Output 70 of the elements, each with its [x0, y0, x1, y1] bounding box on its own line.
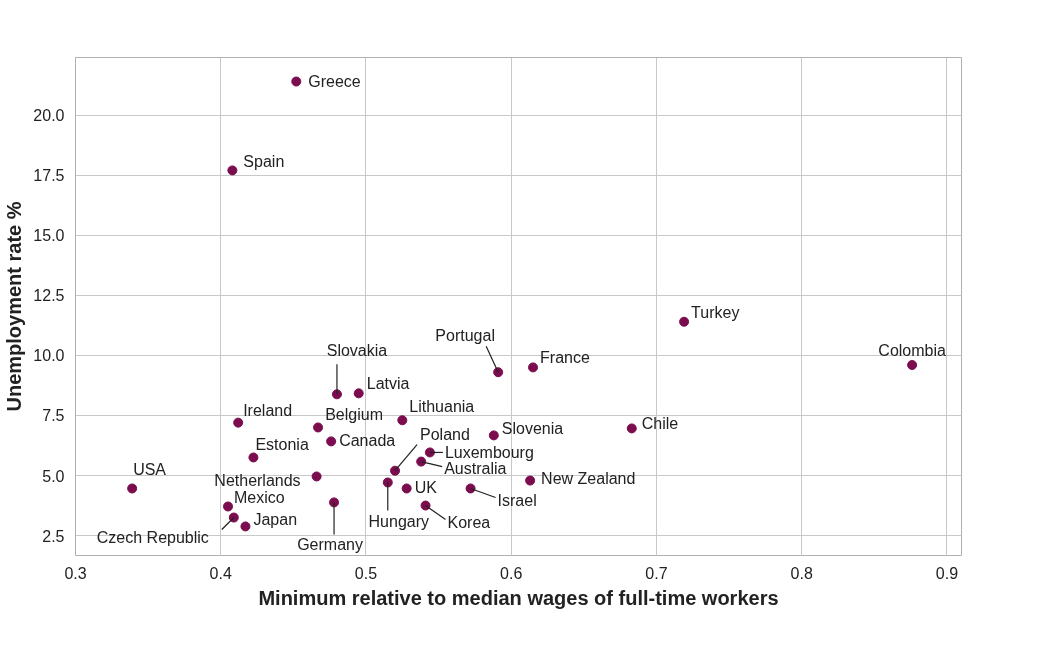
- point: [679, 316, 690, 327]
- point: [397, 415, 408, 426]
- point: [488, 430, 499, 441]
- series-label: Estonia: [255, 435, 309, 453]
- series-label: New Zealand: [541, 470, 636, 488]
- series-label: Israel: [497, 491, 537, 509]
- y-tick-label: 17.5: [33, 167, 65, 185]
- x-tick-label: 0.6: [500, 564, 523, 582]
- text: Slovakia: [326, 341, 388, 359]
- point: [223, 501, 234, 512]
- point: [493, 367, 504, 378]
- series-label: Latvia: [366, 374, 410, 392]
- series-label: Spain: [243, 152, 285, 170]
- y-tick-label: 10.0: [33, 347, 65, 365]
- y-tick-label: 5.0: [42, 467, 65, 485]
- series-label: USA: [133, 460, 167, 478]
- x-tick-label: 0.9: [935, 564, 959, 582]
- series-label: Chile: [641, 414, 679, 432]
- point: [424, 447, 435, 458]
- x-axis-title: Minimum relative to median wages of full-time workers: [258, 586, 779, 609]
- point: [313, 422, 324, 433]
- y-tick-label: 15.0: [33, 227, 65, 245]
- series-label: UK: [414, 478, 438, 496]
- series-label: Ireland: [243, 402, 293, 420]
- series-label: Slovenia: [501, 419, 564, 437]
- point: [127, 483, 138, 494]
- point: [465, 483, 476, 494]
- series-label: Netherlands: [214, 471, 301, 489]
- series-label: Colombia: [878, 342, 947, 360]
- x-tick-label: 0.7: [645, 564, 668, 582]
- point: [525, 475, 536, 486]
- y-tick-label: 7.5: [42, 407, 65, 425]
- point: [240, 521, 251, 532]
- series-label: Mexico: [234, 488, 285, 506]
- point: [528, 362, 539, 373]
- y-tick-label: 2.5: [42, 527, 65, 545]
- point: [233, 417, 244, 428]
- point: [227, 165, 238, 176]
- series-label: Canada: [339, 431, 396, 449]
- series-label: Czech Republic: [96, 529, 209, 547]
- series-label: Luxembourg: [444, 443, 534, 461]
- point: [626, 423, 637, 434]
- series-label: Japan: [253, 510, 298, 528]
- point: [382, 477, 393, 488]
- series-label: Belgium: [325, 405, 383, 423]
- series-label: Hungary: [368, 512, 430, 530]
- series-label: France: [540, 348, 590, 366]
- x-tick-label: 0.4: [209, 564, 232, 582]
- series-label: Turkey: [691, 304, 740, 322]
- y-tick-label: 12.5: [33, 287, 65, 305]
- point: [326, 436, 337, 447]
- point: [353, 388, 364, 399]
- series-label: Korea: [447, 514, 491, 532]
- text: Germany: [297, 535, 363, 553]
- series-label: Greece: [308, 73, 361, 91]
- point: [291, 76, 302, 87]
- series-label: Australia: [444, 460, 507, 478]
- series-label: Portugal: [435, 326, 495, 344]
- y-axis-title: Unemployment rate %: [3, 201, 26, 412]
- point: [907, 360, 918, 370]
- x-tick-label: 0.5: [354, 564, 378, 582]
- text: Poland: [420, 426, 470, 444]
- x-tick-label: 0.8: [790, 564, 813, 582]
- y-tick-label: 20.0: [33, 107, 65, 125]
- x-tick-label: 0.3: [64, 564, 87, 582]
- point: [420, 500, 431, 511]
- point: [401, 483, 412, 494]
- series-label: Lithuania: [409, 397, 475, 415]
- point: [248, 452, 259, 463]
- point: [311, 471, 322, 482]
